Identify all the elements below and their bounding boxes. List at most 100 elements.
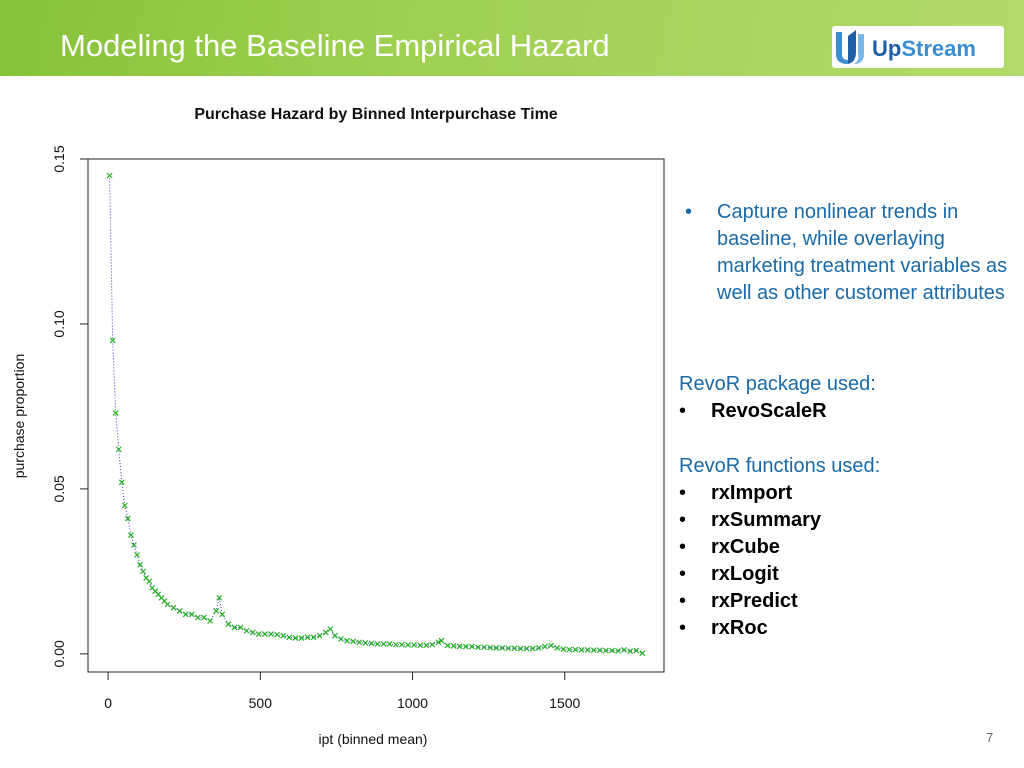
functions: RevoR functions used: rxImportrxSummaryr… xyxy=(679,453,880,642)
logo-icon xyxy=(836,30,864,64)
point xyxy=(542,643,548,650)
y-tick-label: 0.00 xyxy=(51,640,67,667)
point xyxy=(411,642,417,648)
connecting-line xyxy=(109,175,643,654)
point xyxy=(572,646,579,653)
package-list: RevoScaleR xyxy=(679,398,876,425)
point xyxy=(475,644,481,651)
function-list: rxImportrxSummaryrxCuberxLogitrxPredictr… xyxy=(679,480,880,642)
page-number: 7 xyxy=(986,730,994,745)
point xyxy=(121,502,128,509)
point xyxy=(368,640,375,647)
point xyxy=(429,641,436,648)
point xyxy=(621,646,628,653)
point xyxy=(140,568,147,575)
point xyxy=(194,614,201,621)
point xyxy=(249,629,256,636)
package-item: RevoScaleR xyxy=(679,398,876,425)
chart-title: Purchase Hazard by Binned Interpurchase … xyxy=(194,106,557,123)
point xyxy=(298,635,305,641)
point xyxy=(529,645,536,652)
point xyxy=(356,639,363,646)
point xyxy=(146,578,153,585)
point xyxy=(112,410,119,416)
point xyxy=(164,601,171,608)
function-item: rxLogit xyxy=(679,561,880,588)
point xyxy=(322,629,329,636)
point xyxy=(350,638,357,645)
point xyxy=(602,647,609,654)
y-tick-label: 0.05 xyxy=(51,475,67,502)
point xyxy=(511,645,518,652)
point xyxy=(523,645,530,652)
point xyxy=(331,632,338,639)
point xyxy=(134,551,140,558)
point xyxy=(560,646,567,653)
bullets: Capture nonlinear trends in baseline, wh… xyxy=(679,199,1024,307)
point xyxy=(596,647,603,654)
point xyxy=(280,632,287,639)
function-item: rxSummary xyxy=(679,507,880,534)
point xyxy=(468,643,475,650)
point xyxy=(170,604,177,611)
point xyxy=(207,617,214,624)
point xyxy=(481,644,488,651)
point xyxy=(417,642,424,649)
point xyxy=(499,644,506,651)
point xyxy=(584,646,591,653)
bullet: Capture nonlinear trends in baseline, wh… xyxy=(679,199,1024,307)
function-item: rxCube xyxy=(679,534,880,561)
point xyxy=(243,627,250,634)
point xyxy=(344,637,351,644)
point xyxy=(231,624,238,631)
point xyxy=(219,611,226,618)
point xyxy=(456,643,463,650)
point xyxy=(405,642,411,648)
point xyxy=(535,644,542,651)
point xyxy=(188,611,195,618)
y-tick-label: 0.10 xyxy=(51,310,67,337)
point xyxy=(292,635,299,641)
point xyxy=(423,642,430,649)
logo-text: UpStream xyxy=(872,36,976,62)
x-tick-label: 0 xyxy=(104,695,112,711)
plot-frame xyxy=(87,158,665,673)
point xyxy=(106,172,113,179)
point xyxy=(109,337,116,344)
y-axis-label: purchase proportion xyxy=(11,354,27,479)
point xyxy=(137,561,143,568)
x-axis-label: ipt (binned mean) xyxy=(319,731,428,747)
point xyxy=(505,645,512,652)
point xyxy=(609,647,615,654)
point xyxy=(310,634,317,641)
x-tick-label: 500 xyxy=(249,695,273,711)
chart: Purchase Hazard by Binned Interpurchase … xyxy=(11,106,665,747)
point xyxy=(176,608,183,614)
point xyxy=(201,614,207,621)
point xyxy=(131,542,137,548)
point xyxy=(435,639,442,646)
point xyxy=(462,643,469,650)
point xyxy=(633,647,640,654)
point xyxy=(444,642,451,649)
point xyxy=(639,650,646,657)
logo-stream: Stream xyxy=(901,36,976,61)
point xyxy=(182,611,189,618)
point xyxy=(216,594,223,601)
point xyxy=(237,624,244,631)
point xyxy=(398,641,405,648)
point xyxy=(268,631,274,637)
point xyxy=(566,646,573,653)
point xyxy=(374,641,381,647)
point xyxy=(380,641,387,647)
logo-up: Up xyxy=(872,36,902,61)
point xyxy=(493,644,500,651)
point xyxy=(118,479,125,486)
packages: RevoR package used: RevoScaleR xyxy=(679,371,876,425)
y-tick-label: 0.15 xyxy=(51,145,67,172)
x-tick-label: 1000 xyxy=(397,695,428,711)
point xyxy=(261,631,268,637)
point xyxy=(392,641,399,648)
point xyxy=(627,648,634,655)
point xyxy=(615,647,621,654)
